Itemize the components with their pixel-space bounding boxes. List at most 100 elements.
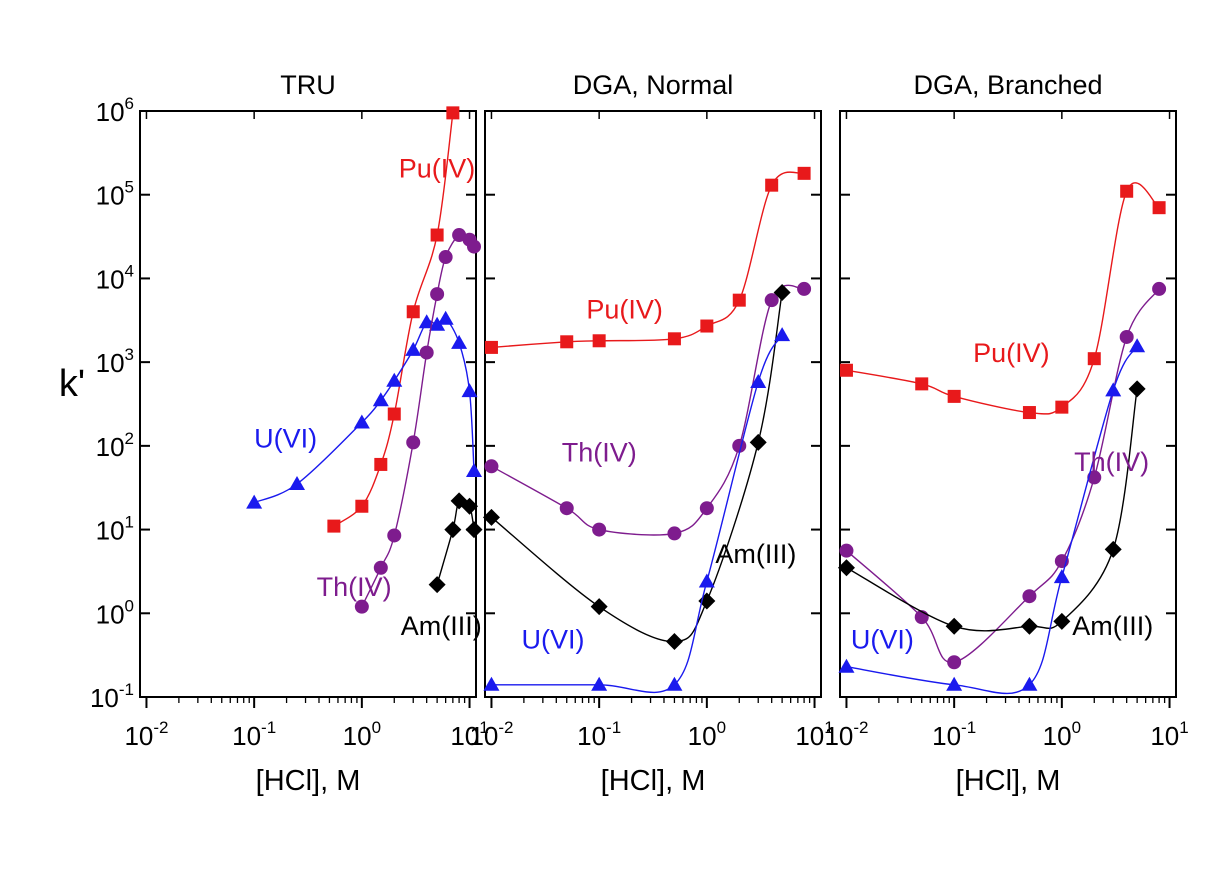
data-point bbox=[405, 341, 422, 356]
data-point bbox=[667, 332, 681, 346]
data-point bbox=[1119, 329, 1134, 344]
data-point bbox=[444, 521, 462, 539]
x-tick-label: 10-2 bbox=[469, 718, 513, 751]
x-tick-label: 101 bbox=[450, 718, 488, 751]
series-pu-iv bbox=[484, 166, 811, 354]
data-point bbox=[839, 363, 853, 377]
data-point bbox=[1152, 201, 1166, 215]
x-axis-title: [HCl], M bbox=[956, 765, 1061, 797]
data-point bbox=[438, 250, 453, 265]
series-label-pu-iv: Pu(IV) bbox=[586, 295, 663, 325]
data-point bbox=[839, 543, 854, 558]
data-point bbox=[838, 658, 855, 673]
data-point bbox=[797, 166, 811, 180]
y-axis-title: k' bbox=[59, 363, 85, 405]
data-point bbox=[429, 316, 446, 331]
y-tick-label: 105 bbox=[96, 178, 134, 211]
series-line bbox=[253, 317, 475, 504]
data-point bbox=[774, 327, 791, 342]
data-point bbox=[1105, 382, 1122, 397]
data-point bbox=[484, 459, 499, 474]
y-tick-label: 100 bbox=[96, 596, 134, 629]
data-point bbox=[461, 497, 479, 515]
series-th-iv bbox=[484, 281, 812, 541]
data-point bbox=[732, 293, 746, 307]
series-line bbox=[846, 388, 1138, 632]
plot-frame bbox=[484, 110, 822, 698]
x-tick-label: 101 bbox=[1150, 718, 1188, 751]
data-point bbox=[372, 392, 389, 407]
x-tick-label: 100 bbox=[343, 718, 381, 751]
x-tick-label: 100 bbox=[688, 718, 726, 751]
data-point bbox=[1120, 184, 1134, 198]
x-axis-title: [HCl], M bbox=[601, 765, 706, 797]
series-label-u-vi: U(VI) bbox=[851, 624, 914, 654]
panel-title: DGA, Branched bbox=[913, 70, 1102, 100]
series-u-vi bbox=[838, 338, 1146, 695]
panel-title: TRU bbox=[280, 70, 336, 100]
panel-dga-branched: DGA, Branched [HCl], M 10-2 10-1 100 101 Pu(IV… bbox=[824, 70, 1188, 797]
data-point bbox=[1087, 470, 1102, 485]
series-line bbox=[846, 182, 1160, 415]
series-label-u-vi: U(VI) bbox=[254, 424, 317, 454]
series-line bbox=[491, 292, 783, 643]
data-point bbox=[428, 576, 446, 594]
data-point bbox=[418, 314, 435, 329]
data-point bbox=[560, 335, 574, 349]
data-point bbox=[451, 334, 468, 349]
data-point bbox=[289, 476, 306, 491]
data-point bbox=[947, 389, 961, 403]
data-point bbox=[1053, 569, 1070, 584]
data-point bbox=[446, 106, 460, 120]
data-point bbox=[914, 610, 929, 625]
data-point bbox=[749, 433, 767, 451]
data-point bbox=[947, 655, 962, 670]
series-label-am-iii: Am(III) bbox=[1072, 611, 1153, 641]
series-label-th-iv: Th(IV) bbox=[317, 572, 392, 602]
series-pu-iv bbox=[839, 182, 1166, 420]
series-line bbox=[361, 233, 475, 608]
data-point bbox=[915, 377, 929, 391]
x-tick-label: 10-1 bbox=[232, 718, 276, 751]
data-point bbox=[1055, 400, 1069, 414]
data-point bbox=[946, 676, 963, 691]
x-tick-label: 10-2 bbox=[824, 718, 868, 751]
series-label-pu-iv: Pu(IV) bbox=[973, 338, 1050, 368]
y-tick-label: 10-1 bbox=[90, 680, 134, 713]
data-point bbox=[465, 521, 483, 539]
data-point bbox=[430, 228, 444, 242]
x-tick-label: 101 bbox=[795, 718, 833, 751]
data-point bbox=[773, 283, 791, 301]
data-point bbox=[374, 457, 388, 471]
data-point bbox=[750, 373, 767, 388]
data-point bbox=[461, 383, 478, 398]
data-point bbox=[387, 407, 401, 421]
data-point bbox=[1152, 281, 1167, 296]
data-point bbox=[483, 676, 500, 691]
y-tick-label: 106 bbox=[96, 94, 134, 127]
plot-frame bbox=[139, 110, 477, 698]
data-point bbox=[430, 287, 445, 302]
data-point bbox=[327, 519, 341, 533]
series-am-iii bbox=[428, 492, 483, 594]
data-point bbox=[354, 599, 369, 614]
data-point bbox=[1021, 676, 1038, 691]
y-tick-label: 101 bbox=[96, 513, 134, 546]
data-point bbox=[698, 573, 715, 588]
plot-frame bbox=[839, 110, 1177, 698]
data-point bbox=[592, 522, 607, 537]
data-point bbox=[797, 281, 812, 296]
data-point bbox=[700, 319, 714, 333]
data-point bbox=[667, 526, 682, 541]
x-axis-title: [HCl], M bbox=[256, 765, 361, 797]
data-point bbox=[437, 310, 454, 325]
data-point bbox=[465, 463, 482, 478]
data-point bbox=[355, 499, 369, 513]
data-point bbox=[666, 676, 683, 691]
x-tick-label: 10-1 bbox=[932, 718, 976, 751]
data-point bbox=[419, 345, 434, 360]
panel-tru: TRU [HCl], M 10-2 10-1 100 101 10-1 100 101 102 10… bbox=[90, 70, 489, 797]
series-label-pu-iv: Pu(IV) bbox=[399, 154, 476, 184]
